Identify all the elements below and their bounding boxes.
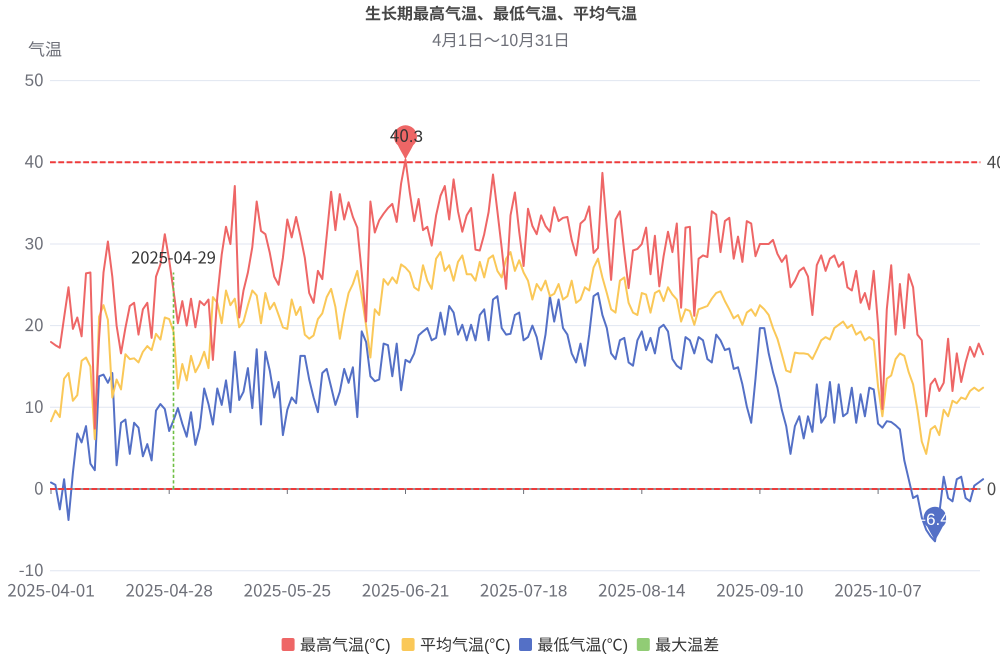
svg-text:5: 5: [508, 582, 517, 601]
svg-text:5: 5: [154, 582, 163, 601]
svg-text:6: 6: [415, 582, 424, 601]
svg-text:1: 1: [25, 398, 34, 417]
svg-text:8: 8: [203, 582, 212, 601]
svg-text:1: 1: [667, 582, 676, 601]
svg-text:7: 7: [912, 582, 921, 601]
svg-text:3: 3: [25, 235, 34, 254]
svg-text:18: 18: [548, 582, 567, 601]
svg-text:5: 5: [297, 582, 306, 601]
svg-text:1: 1: [85, 582, 94, 601]
svg-text:(: (: [364, 638, 370, 655]
svg-text:1: 1: [785, 582, 794, 601]
svg-text:1: 1: [25, 561, 34, 580]
svg-text:6.: 6.: [926, 510, 940, 529]
svg-text:1: 1: [878, 582, 887, 601]
svg-text:(: (: [484, 638, 490, 655]
svg-text:5: 5: [626, 582, 635, 601]
svg-text:5: 5: [745, 582, 754, 601]
svg-text:5: 5: [390, 582, 399, 601]
svg-text:): ): [385, 638, 390, 655]
svg-text:31: 31: [535, 32, 553, 50]
svg-text:(: (: [601, 638, 607, 655]
svg-text:5: 5: [25, 71, 34, 90]
svg-text:5: 5: [36, 582, 45, 601]
svg-text:): ): [623, 638, 628, 655]
svg-text:8: 8: [651, 582, 660, 601]
svg-text:): ): [505, 638, 510, 655]
svg-text:5: 5: [272, 582, 281, 601]
svg-text:5: 5: [863, 582, 872, 601]
svg-text:.3: .3: [409, 127, 423, 146]
svg-text:5: 5: [322, 582, 331, 601]
svg-text:1: 1: [500, 32, 509, 50]
svg-text:1: 1: [440, 582, 449, 601]
svg-text:5: 5: [159, 250, 168, 268]
svg-text:7: 7: [533, 582, 542, 601]
svg-text:1: 1: [458, 32, 467, 50]
